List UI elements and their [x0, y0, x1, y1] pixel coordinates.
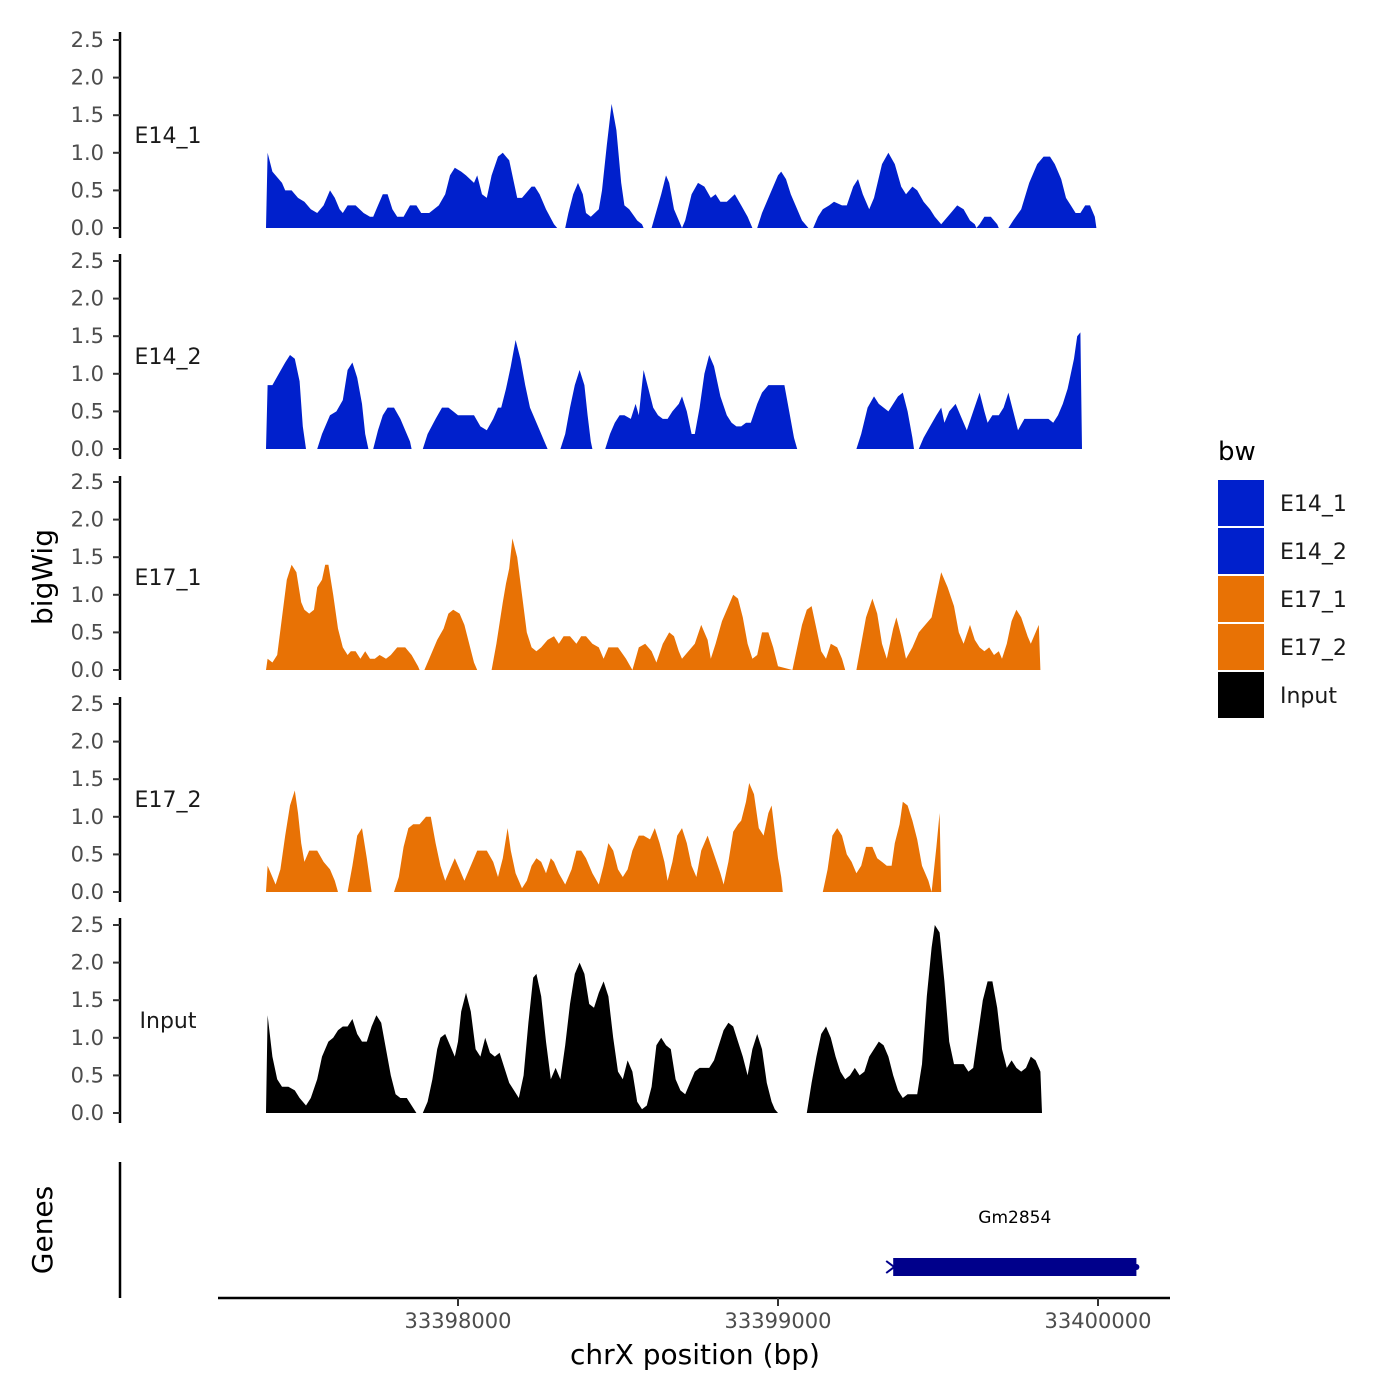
y-tick-label: 0.5 [71, 1063, 104, 1087]
y-tick-label: 1.0 [71, 141, 104, 165]
y-tick-label: 1.5 [71, 767, 104, 791]
y-tick-label: 1.0 [71, 583, 104, 607]
y-tick-label: 0.5 [71, 399, 104, 423]
y-tick-label: 2.0 [71, 508, 104, 532]
y-tick-label: 2.0 [71, 287, 104, 311]
legend-items: E14_1 E14_2 E17_1 E17_2 Input [1218, 480, 1347, 718]
x-ticks: 33398000 33399000 33400000 [405, 1298, 1152, 1333]
coverage-area-E17_2 [266, 783, 942, 892]
y-tick-label: 2.0 [71, 66, 104, 90]
legend-key-E17_1 [1218, 576, 1264, 622]
y-tick-label: 0.0 [71, 437, 104, 461]
y-axis-title: bigWig [26, 529, 59, 625]
legend: bw E14_1 E14_2 E17_1 E17_2 Input [1218, 437, 1347, 718]
x-tick-label: 33398000 [405, 1309, 512, 1333]
y-tick-label: 2.5 [71, 28, 104, 52]
track-E17_2: 0.0 0.5 1.0 1.5 2.0 2.5 E17_2 [71, 692, 942, 904]
coverage-area-E17_1 [266, 538, 1041, 670]
track-label: Input [140, 1009, 197, 1034]
y-tick-label: 2.0 [71, 730, 104, 754]
track-E17_1: 0.0 0.5 1.0 1.5 2.0 2.5 E17_1 [71, 470, 1041, 682]
legend-key-E14_1 [1218, 480, 1264, 526]
y-tick-label: 2.5 [71, 470, 104, 494]
y-tick-label: 1.0 [71, 1026, 104, 1050]
track-label: E14_1 [135, 124, 202, 149]
y-tick-label: 2.5 [71, 692, 104, 716]
track-panels: 0.0 0.5 1.0 1.5 2.0 2.5 E14_1 0.0 0.5 1.0 1.5 2.0 2.… [71, 28, 1097, 1125]
track-Input: 0.0 0.5 1.0 1.5 2.0 2.5 Input [71, 913, 1042, 1125]
x-axis: 33398000 33399000 33400000 [218, 1296, 1170, 1333]
y-tick-label: 0.5 [71, 178, 104, 202]
y-tick-label: 0.5 [71, 620, 104, 644]
genes-panel: Gm2854 [118, 1162, 1140, 1298]
gene-strand-arrow [885, 1260, 896, 1274]
track-E14_1: 0.0 0.5 1.0 1.5 2.0 2.5 E14_1 [71, 28, 1097, 240]
y-tick-label: 0.0 [71, 1101, 104, 1125]
y-tick-label: 0.0 [71, 880, 104, 904]
legend-label: Input [1280, 684, 1337, 709]
genes-axis-title: Genes [26, 1186, 59, 1274]
y-tick-label: 0.0 [71, 216, 104, 240]
track-E14_2: 0.0 0.5 1.0 1.5 2.0 2.5 E14_2 [71, 249, 1082, 461]
legend-label: E14_2 [1280, 540, 1347, 565]
track-label: E17_1 [135, 566, 202, 591]
coverage-area-E14_1 [266, 103, 1097, 228]
x-tick-label: 33400000 [1045, 1309, 1152, 1333]
y-tick-label: 1.5 [71, 545, 104, 569]
legend-key-E14_2 [1218, 528, 1264, 574]
legend-key-E17_2 [1218, 624, 1264, 670]
gene-end-marker [1133, 1264, 1140, 1270]
gene-body [893, 1258, 1137, 1276]
y-tick-label: 2.0 [71, 951, 104, 975]
legend-label: E17_2 [1280, 636, 1347, 661]
coverage-area-E14_2 [266, 332, 1082, 449]
y-tick-label: 1.0 [71, 362, 104, 386]
legend-key-Input [1218, 672, 1264, 718]
legend-label: E17_1 [1280, 588, 1347, 613]
gene-label: Gm2854 [978, 1208, 1051, 1228]
y-tick-label: 2.5 [71, 913, 104, 937]
y-tick-label: 0.0 [71, 658, 104, 682]
x-axis-title: chrX position (bp) [570, 1338, 820, 1371]
y-tick-label: 1.5 [71, 988, 104, 1012]
gene-glyphs: Gm2854 [885, 1208, 1140, 1276]
legend-title: bw [1218, 437, 1256, 467]
y-tick-label: 1.0 [71, 805, 104, 829]
track-label: E14_2 [135, 345, 202, 370]
y-tick-label: 2.5 [71, 249, 104, 273]
y-tick-label: 0.5 [71, 842, 104, 866]
legend-label: E14_1 [1280, 492, 1347, 517]
track-label: E17_2 [135, 788, 202, 813]
y-tick-label: 1.5 [71, 103, 104, 127]
coverage-area-Input [266, 925, 1042, 1113]
y-tick-label: 1.5 [71, 324, 104, 348]
x-tick-label: 33399000 [725, 1309, 832, 1333]
